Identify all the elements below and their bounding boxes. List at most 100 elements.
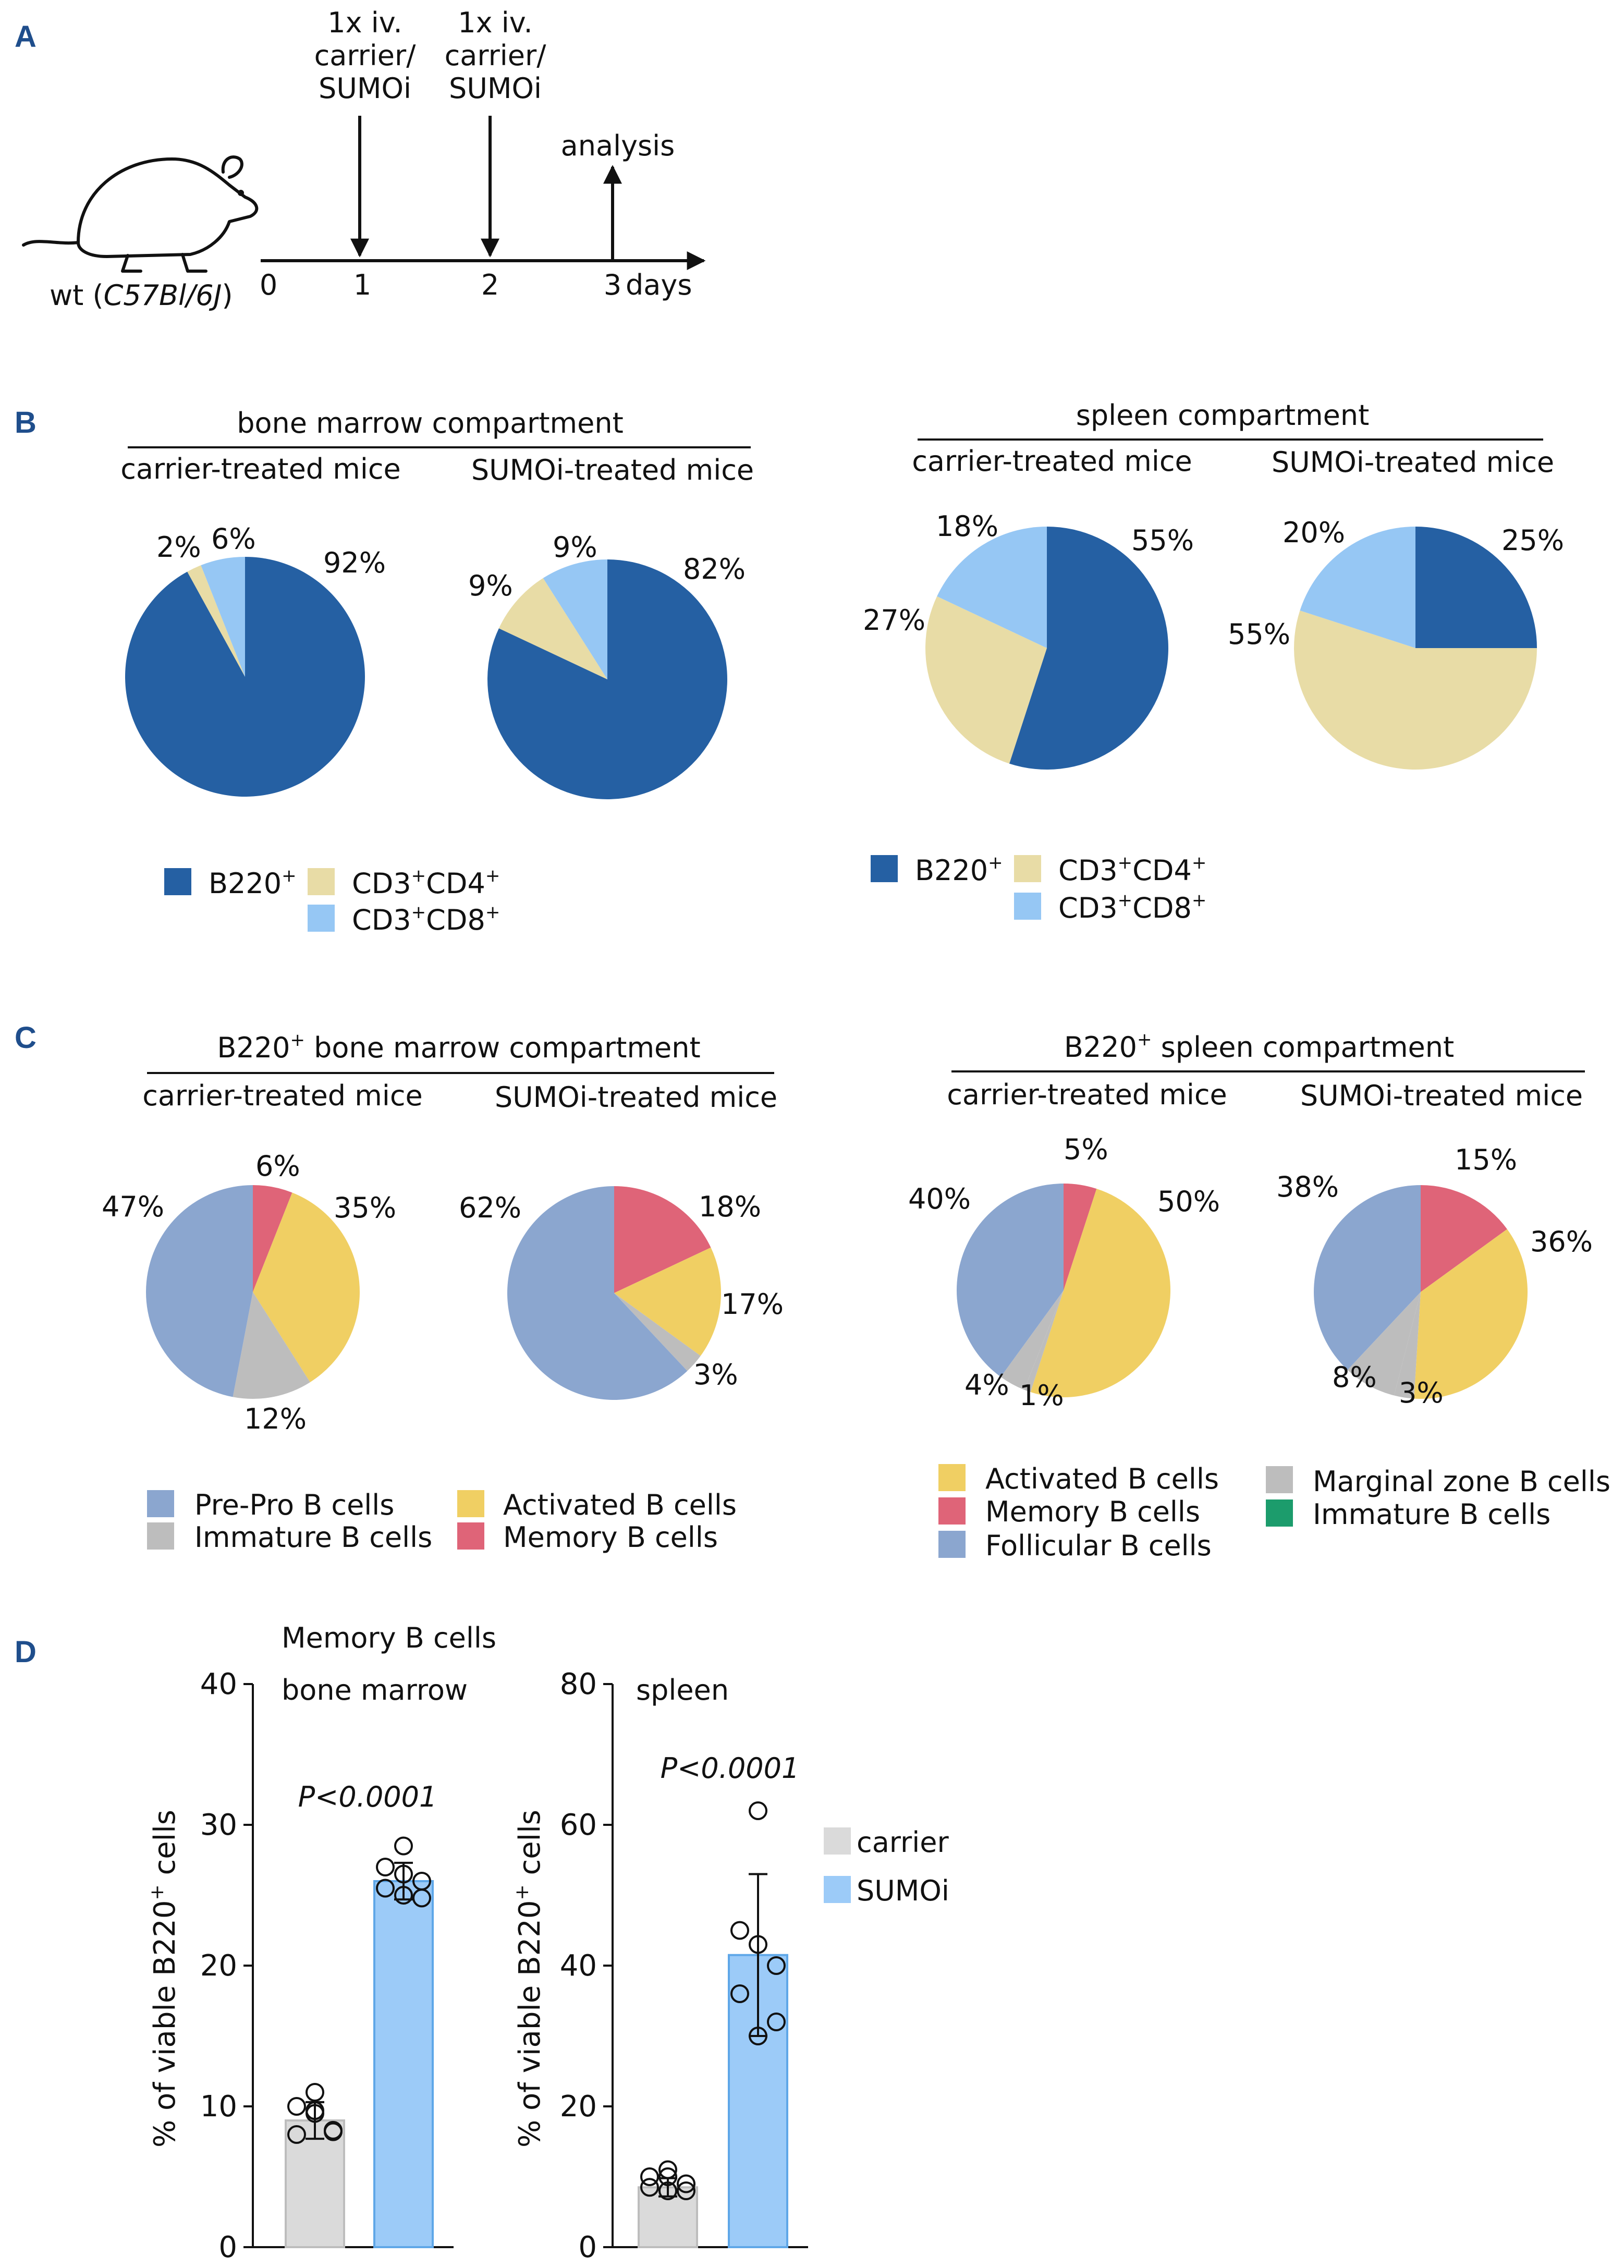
legend-label-b220: B220+ bbox=[915, 852, 1003, 887]
legend-b-bm: B220+ CD3+CD4+ CD3+CD8+ bbox=[164, 865, 500, 936]
pie-slice-immature-b-cells bbox=[233, 1292, 310, 1399]
y-tick-label: 0 bbox=[218, 2230, 237, 2264]
data-point-carrier bbox=[658, 2181, 677, 2200]
pie-c-bm-carrier-subtitle: carrier-treated mice bbox=[142, 1079, 423, 1112]
pie-c-bm-title: B220+ bone marrow compartment bbox=[217, 1030, 700, 1064]
legend-label-carrier: carrier bbox=[857, 1826, 949, 1859]
pie-c-spl-carrier-label-memory: 5% bbox=[1064, 1133, 1108, 1166]
pie-c-spl-carrier-label-immature: 1% bbox=[1019, 1379, 1064, 1412]
data-point-sumoi bbox=[376, 1858, 395, 1876]
pie-slice-marginal-zone-b-cells bbox=[1347, 1292, 1421, 1396]
pie-slice-cd3-cd8 bbox=[1300, 527, 1415, 648]
legend-swatch-activated bbox=[457, 1490, 484, 1517]
pie-slice-cd3-cd8 bbox=[543, 559, 607, 679]
pie-b-bm-carrier bbox=[125, 557, 365, 797]
pie-c-spl-sumoi-label-activated: 36% bbox=[1530, 1225, 1593, 1258]
legend-swatch-activated bbox=[938, 1464, 966, 1491]
legend-swatch-immature bbox=[147, 1522, 174, 1550]
data-point-carrier bbox=[658, 2160, 677, 2179]
pie-slice-b220 bbox=[487, 559, 727, 799]
pie-c-bm-sumoi bbox=[507, 1186, 722, 1400]
pie-c-spl-title: B220+ spleen compartment bbox=[1064, 1029, 1454, 1064]
pie-c-bm-sumoi-label-immature: 3% bbox=[693, 1358, 738, 1391]
legend-label-follicular: Follicular B cells bbox=[985, 1529, 1212, 1562]
pie-c-spl-carrier-subtitle: carrier-treated mice bbox=[947, 1078, 1227, 1111]
pie-slice-memory-b-cells bbox=[253, 1185, 292, 1292]
legend-swatch-sumoi bbox=[824, 1876, 851, 1903]
timeline-unit: days bbox=[626, 269, 692, 301]
pie-slice-memory-b-cells bbox=[1064, 1184, 1097, 1290]
pie-c-spl-carrier-label-marginal: 4% bbox=[964, 1369, 1009, 1401]
legend-label-memory: Memory B cells bbox=[503, 1521, 718, 1554]
pie-b-bm-carrier-label-cd8: 6% bbox=[211, 522, 256, 555]
analysis-label: analysis bbox=[561, 129, 675, 162]
legend-swatch-b220 bbox=[164, 868, 191, 895]
pie-slice-cd3-cd4 bbox=[187, 565, 245, 677]
bar-spl-subtitle: spleen bbox=[636, 1674, 729, 1706]
pie-c-bm-carrier-label-prepro: 47% bbox=[102, 1190, 164, 1223]
pie-c-spl-sumoi-label-memory: 15% bbox=[1455, 1143, 1517, 1176]
panel-label-b: B bbox=[15, 406, 36, 440]
y-tick-label: 10 bbox=[200, 2090, 237, 2124]
mouse-label: wt (C57Bl/6J) bbox=[50, 279, 233, 312]
pie-slice-cd3-cd4 bbox=[925, 596, 1047, 764]
injection-2-line-3: SUMOi bbox=[449, 72, 542, 105]
pie-c-spl-carrier-label-follicular: 40% bbox=[908, 1182, 971, 1215]
y-tick-label: 20 bbox=[200, 1949, 237, 1983]
pie-c-spl-sumoi bbox=[1314, 1185, 1528, 1399]
timeline-tick-2: 2 bbox=[481, 269, 499, 301]
pie-slice-activated-b-cells bbox=[1030, 1189, 1171, 1398]
pie-c-spl-carrier-label-activated: 50% bbox=[1157, 1185, 1220, 1218]
data-point-carrier bbox=[640, 2178, 659, 2197]
legend-label-cd4: CD3+CD4+ bbox=[352, 865, 500, 900]
pie-slice-immature-b-cells bbox=[614, 1293, 701, 1371]
pie-c-spl-sumoi-subtitle: SUMOi-treated mice bbox=[1300, 1079, 1583, 1112]
pie-b-spl-sumoi-label-cd4: 55% bbox=[1228, 618, 1290, 651]
pie-b-bm-sumoi-label-b220: 82% bbox=[683, 553, 746, 586]
data-point-carrier bbox=[306, 2083, 324, 2102]
pie-slice-memory-b-cells bbox=[614, 1186, 711, 1293]
pie-b-spl-title: spleen compartment bbox=[1076, 399, 1370, 432]
pie-slice-follicular-b-cells bbox=[956, 1184, 1064, 1377]
legend-swatch-b220 bbox=[871, 855, 898, 882]
legend-b-spl: B220+ CD3+CD4+ CD3+CD8+ bbox=[871, 852, 1206, 924]
legend-label-cd4: CD3+CD4+ bbox=[1058, 852, 1206, 887]
pie-b-spl-carrier-label-b220: 55% bbox=[1131, 524, 1194, 557]
pie-c-bm-sumoi-label-memory: 18% bbox=[699, 1190, 761, 1223]
y-tick-label: 60 bbox=[560, 1808, 597, 1842]
pie-slice-follicular-b-cells bbox=[1314, 1185, 1421, 1370]
bar-sumoi bbox=[373, 1880, 434, 2248]
pie-c-bm-carrier bbox=[145, 1185, 360, 1399]
data-point-sumoi bbox=[394, 1836, 413, 1856]
y-tick-label: 20 bbox=[560, 2090, 597, 2124]
bar-bm-title: Memory B cells bbox=[282, 1621, 496, 1654]
data-point-carrier bbox=[658, 2167, 677, 2186]
pie-c-bm-carrier-label-memory: 6% bbox=[255, 1150, 300, 1182]
timeline-tick-1: 1 bbox=[353, 269, 371, 301]
pie-b-bm-carrier-label-b220: 92% bbox=[323, 546, 386, 579]
pie-b-spl-carrier-subtitle: carrier-treated mice bbox=[912, 445, 1192, 478]
legend-swatch-immature bbox=[1266, 1499, 1293, 1527]
pie-b-bm-sumoi-label-cd8: 9% bbox=[553, 531, 597, 564]
data-point-carrier bbox=[677, 2174, 695, 2193]
pie-slice-cd3-cd8 bbox=[937, 527, 1047, 648]
pie-slice-immature-b-cells bbox=[1024, 1290, 1064, 1392]
legend-swatch-prepro bbox=[147, 1490, 174, 1517]
pie-b-spl-carrier-label-cd4: 27% bbox=[863, 604, 925, 637]
bar-spl-pvalue: P<0.0001 bbox=[661, 1752, 800, 1785]
pie-b-bm-sumoi bbox=[487, 559, 727, 799]
pie-slice-b220 bbox=[125, 557, 365, 797]
pie-slice-activated-b-cells bbox=[1414, 1229, 1528, 1399]
pie-slice-cd3-cd4 bbox=[1294, 611, 1537, 770]
data-point-carrier bbox=[677, 2181, 695, 2200]
pie-b-bm-carrier-label-cd4: 2% bbox=[156, 531, 201, 564]
y-tick-label: 40 bbox=[560, 1949, 597, 1983]
data-point-carrier bbox=[640, 2167, 659, 2186]
pie-slice-marginal-zone-b-cells bbox=[1000, 1290, 1064, 1390]
injection-2-line-1: 1x iv. bbox=[458, 6, 532, 39]
pie-c-bm-carrier-label-activated: 35% bbox=[334, 1191, 396, 1224]
data-point-carrier bbox=[287, 2125, 306, 2144]
pie-slice-cd3-cd4 bbox=[498, 578, 607, 679]
data-point-sumoi bbox=[749, 1801, 767, 1820]
